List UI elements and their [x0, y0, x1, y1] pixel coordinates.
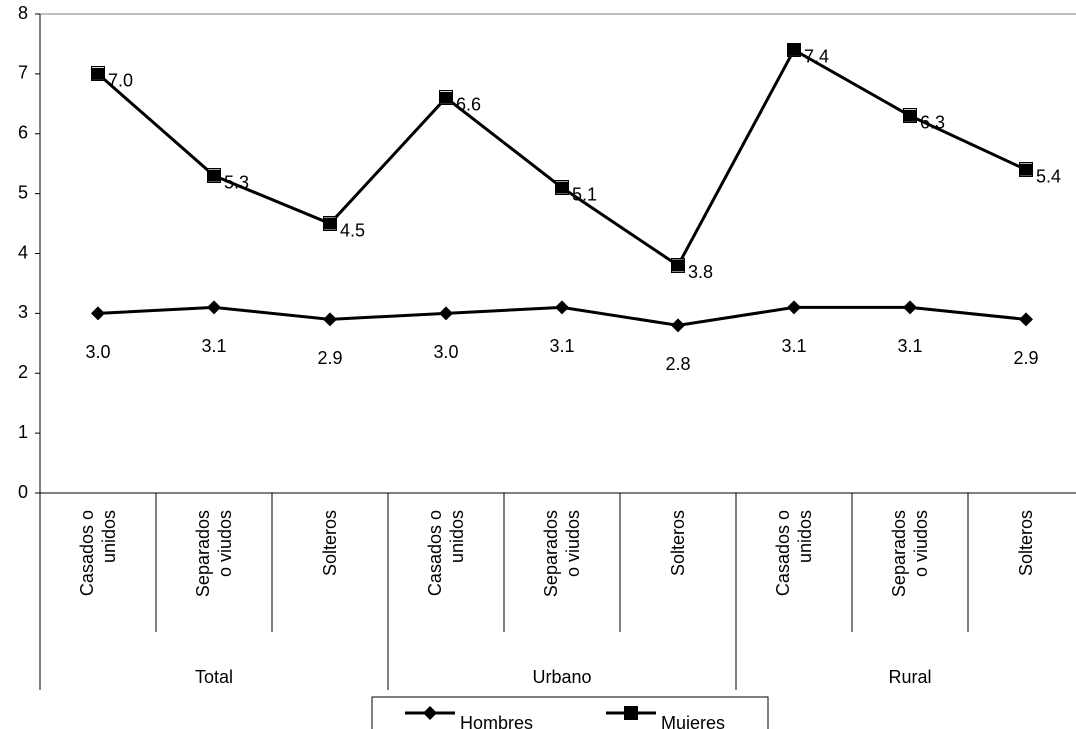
data-label: 3.0: [85, 342, 110, 362]
data-label: 3.8: [688, 262, 713, 282]
y-tick-label: 1: [18, 422, 28, 442]
data-label: 4.5: [340, 220, 365, 240]
point: [671, 318, 685, 333]
group-label: Urbano: [532, 667, 591, 687]
data-label: 5.1: [572, 184, 597, 204]
data-label: 5.4: [1036, 166, 1061, 186]
x-tick-label: Casados o unidos: [773, 510, 815, 597]
point: [91, 67, 105, 81]
x-tick-label: Solteros: [668, 510, 688, 577]
x-tick-label: Separados o viudos: [193, 510, 235, 598]
x-tick-label: Separados o viudos: [889, 510, 931, 598]
data-label: 7.0: [108, 71, 133, 91]
point: [903, 109, 917, 123]
x-tick-label: Separados o viudos: [541, 510, 583, 598]
x-tick-label: Solteros: [320, 510, 340, 577]
point: [423, 706, 437, 720]
point: [91, 306, 105, 321]
y-tick-label: 6: [18, 123, 28, 143]
point: [323, 312, 337, 327]
data-label: 3.1: [549, 336, 574, 356]
point: [1019, 312, 1033, 327]
point: [671, 259, 685, 272]
data-label: 2.8: [665, 354, 690, 374]
data-label: 6.3: [920, 113, 945, 133]
data-label: 2.9: [317, 348, 342, 368]
data-label: 7.4: [804, 47, 829, 67]
x-tick-label: Casados o unidos: [425, 510, 467, 597]
point: [439, 306, 453, 321]
y-tick-label: 8: [18, 3, 28, 23]
point: [555, 300, 569, 315]
x-tick-label: Casados o unidos: [77, 510, 119, 597]
point: [207, 169, 221, 183]
group-label: Total: [195, 667, 233, 687]
point: [439, 91, 453, 105]
data-label: 3.1: [201, 336, 226, 356]
data-label: 2.9: [1013, 348, 1038, 368]
y-tick-label: 0: [18, 482, 28, 502]
y-tick-label: 4: [18, 242, 28, 262]
y-tick-label: 3: [18, 302, 28, 322]
series-line: [97, 47, 1027, 268]
group-label: Rural: [888, 667, 931, 687]
data-label: 3.0: [433, 342, 458, 362]
data-label: 6.6: [456, 95, 481, 115]
point: [903, 300, 917, 315]
y-tick-label: 5: [18, 182, 28, 202]
point: [787, 300, 801, 315]
legend-label: Hombres: [460, 713, 533, 729]
x-tick-label: Solteros: [1016, 510, 1036, 577]
point: [624, 706, 638, 720]
data-label: 5.3: [224, 172, 249, 192]
y-tick-label: 7: [18, 63, 28, 83]
y-tick-label: 2: [18, 362, 28, 382]
legend-label: Mujeres: [661, 713, 725, 729]
data-label: 3.1: [781, 336, 806, 356]
data-label: 3.1: [897, 336, 922, 356]
point: [555, 181, 569, 195]
point: [207, 300, 221, 315]
point: [1019, 163, 1033, 177]
point: [323, 217, 337, 230]
point: [787, 43, 801, 57]
